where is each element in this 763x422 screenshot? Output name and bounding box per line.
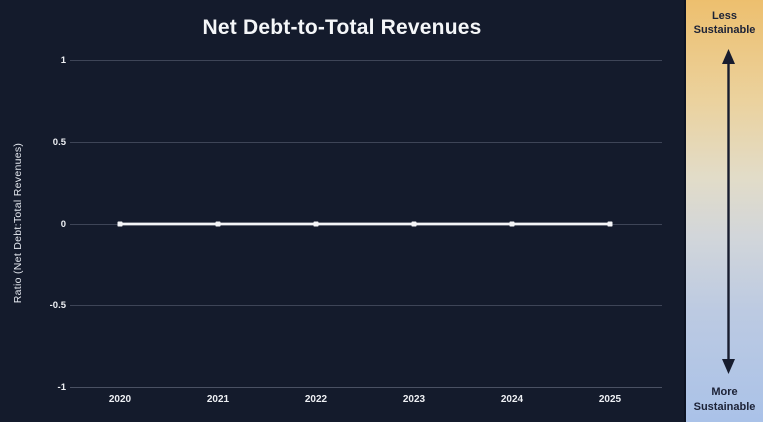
data-point xyxy=(215,221,221,227)
sustainability-arrow-icon xyxy=(722,49,735,374)
chart-region: Net Debt-to-Total Revenues Ratio (Net De… xyxy=(12,16,662,405)
data-point xyxy=(117,221,123,227)
arrow-head-down-icon xyxy=(722,359,735,374)
y-tick-label: -0.5 xyxy=(49,300,66,312)
y-tick-label: 1 xyxy=(60,55,66,66)
chart-title: Net Debt-to-Total Revenues xyxy=(202,16,482,39)
sustainability-sidebar: Less Sustainable More Sustainable xyxy=(684,0,763,422)
data-point xyxy=(411,221,417,227)
less-sustainable-label: Less Sustainable xyxy=(693,10,756,37)
x-tick-label: 2024 xyxy=(500,394,524,405)
y-tick-label: 0.5 xyxy=(52,136,66,148)
more-sustainable-label: More Sustainable xyxy=(693,386,756,413)
x-tick-label: 2022 xyxy=(304,394,328,405)
gridline xyxy=(70,305,662,307)
data-point xyxy=(607,221,613,227)
gridline xyxy=(70,387,662,388)
data-point xyxy=(313,221,319,227)
x-tick-label: 2025 xyxy=(598,394,622,405)
y-tick-label: -1 xyxy=(57,382,66,393)
gridline xyxy=(70,60,662,61)
x-tick-label: 2020 xyxy=(108,394,132,405)
y-tick-label: 0 xyxy=(60,218,66,230)
arrow-head-up-icon xyxy=(722,49,735,64)
x-tick-label: 2023 xyxy=(402,394,426,405)
x-tick-label: 2021 xyxy=(206,394,230,405)
data-line-plot xyxy=(117,221,613,227)
data-point xyxy=(509,221,515,227)
gridline xyxy=(70,141,662,143)
